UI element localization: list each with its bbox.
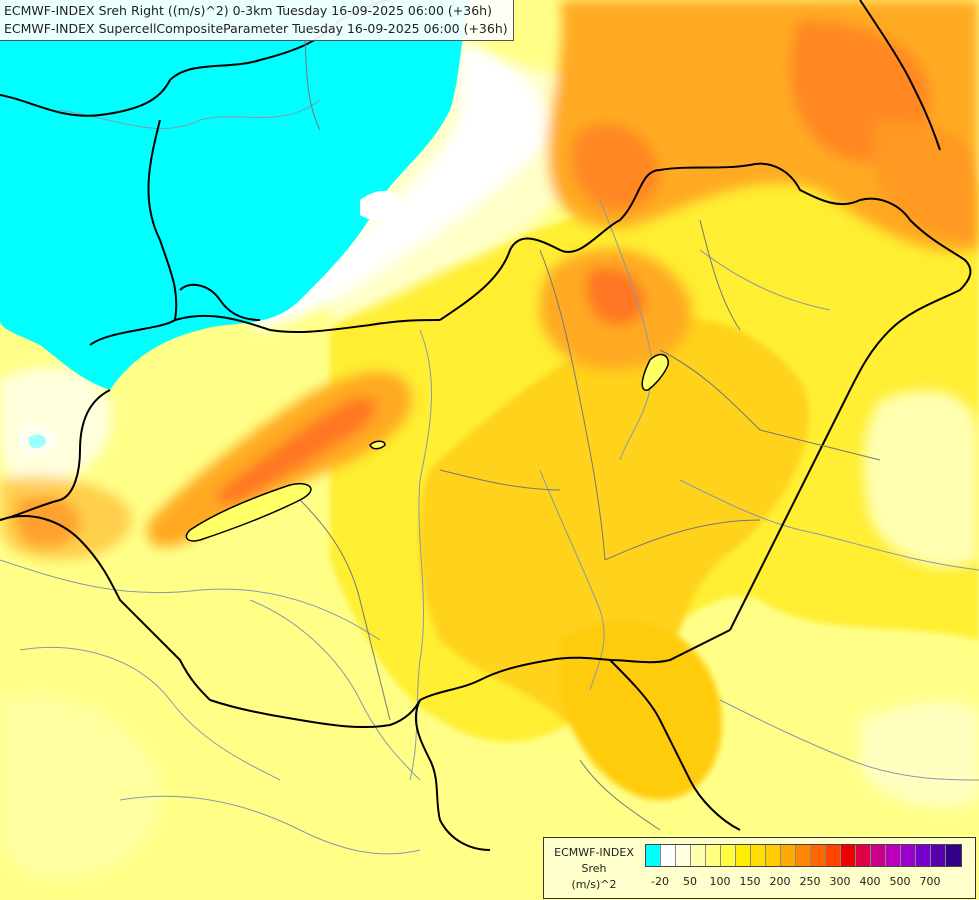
legend-swatch <box>781 845 796 866</box>
legend-swatch <box>931 845 946 866</box>
orange-halo-west <box>0 476 132 560</box>
red-orange-core-central <box>585 267 645 325</box>
legend-swatch <box>901 845 916 866</box>
orange-spot-north <box>571 123 660 211</box>
legend-tick-label: 500 <box>889 875 911 888</box>
legend-swatch <box>676 845 691 866</box>
legend-tick-label: 250 <box>799 875 821 888</box>
legend-swatch <box>811 845 826 866</box>
map-title-box: ECMWF-INDEX Sreh Right ((m/s)^2) 0-3km T… <box>0 0 514 41</box>
white-zone-north <box>250 40 546 330</box>
legend-tick-label: -20 <box>651 875 669 888</box>
white-notch <box>360 190 405 221</box>
gold-zone-east <box>419 318 809 785</box>
rivers <box>0 99 979 855</box>
pale-zone-west <box>0 366 112 490</box>
pale-zone-east <box>863 390 979 568</box>
red-orange-band-southwest <box>216 397 377 504</box>
pale-zone-southeast <box>860 701 979 809</box>
legend-param-label: Sreh <box>581 862 607 875</box>
legend-swatch <box>826 845 841 866</box>
legend-tick-label: 200 <box>769 875 791 888</box>
legend-swatch <box>646 845 661 866</box>
legend-tick-label: 50 <box>683 875 697 888</box>
legend-tick-label: 400 <box>859 875 881 888</box>
legend-model-label: ECMWF-INDEX <box>554 846 634 859</box>
legend-tick-label: 100 <box>709 875 731 888</box>
legend-swatches <box>645 844 962 867</box>
lakes <box>185 353 669 542</box>
legend-swatch <box>841 845 856 866</box>
legend-swatch <box>886 845 901 866</box>
legend-swatch <box>871 845 886 866</box>
legend-tick-label: 300 <box>829 875 851 888</box>
legend-swatch <box>751 845 766 866</box>
gold-zone-south <box>560 620 722 800</box>
legend-swatch <box>946 845 961 866</box>
title-line-2: ECMWF-INDEX SupercellCompositeParameter … <box>4 21 508 36</box>
color-legend: ECMWF-INDEX Sreh (m/s)^2 -20 50 100 150 200 2… <box>543 837 976 899</box>
white-halo-spot <box>18 424 58 455</box>
legend-swatch <box>856 845 871 866</box>
legend-tick-label: 150 <box>739 875 761 888</box>
legend-swatch <box>691 845 706 866</box>
legend-swatch <box>721 845 736 866</box>
cyan-zone <box>0 0 470 390</box>
legend-swatch <box>766 845 781 866</box>
legend-swatch <box>706 845 721 866</box>
legend-tick-label: 700 <box>919 875 941 888</box>
pale-zone-southwest <box>0 694 162 880</box>
legend-swatch <box>661 845 676 866</box>
title-line-1: ECMWF-INDEX Sreh Right ((m/s)^2) 0-3km T… <box>4 3 492 18</box>
legend-ticks: -20 50 100 150 200 250 300 400 500 700 <box>645 875 965 889</box>
legend-swatch <box>916 845 931 866</box>
legend-swatch <box>796 845 811 866</box>
orange-zone-right-edge <box>872 120 979 240</box>
legend-unit-label: (m/s)^2 <box>571 878 617 891</box>
legend-swatch <box>736 845 751 866</box>
